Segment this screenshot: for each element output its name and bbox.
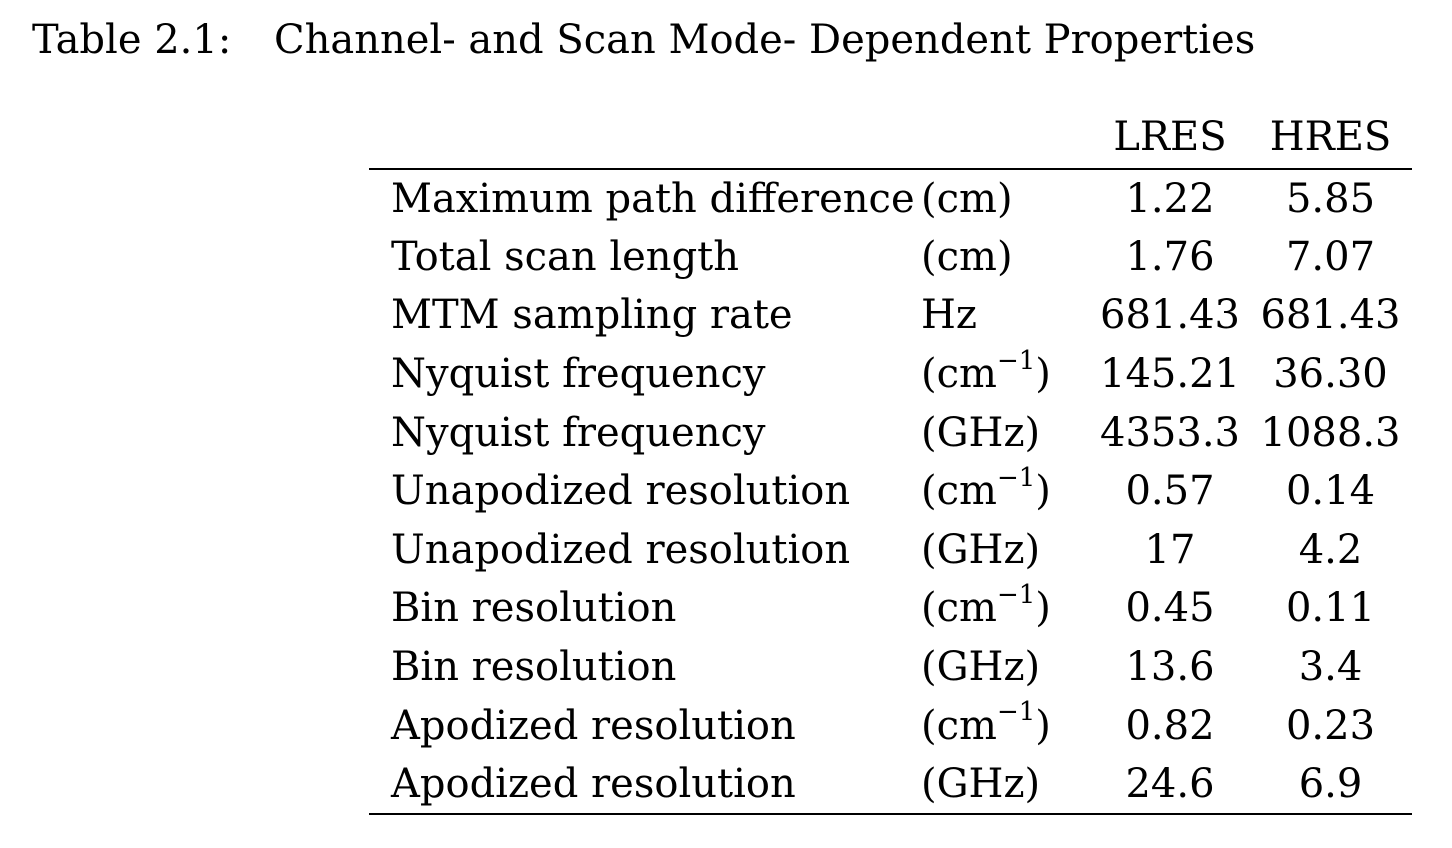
unit-text: Hz — [921, 292, 977, 339]
property-cell: Bin resolution — [391, 585, 677, 632]
property-cell: Nyquist frequency — [391, 351, 766, 398]
property-cell: Maximum path difference — [391, 175, 915, 222]
unit-exponent: −1 — [996, 697, 1036, 728]
lres-cell: 1.76 — [1125, 233, 1215, 280]
lres-cell: 13.6 — [1125, 644, 1215, 691]
unit-cell: (GHz) — [921, 638, 1091, 697]
property-cell: Nyquist frequency — [391, 409, 766, 456]
table-row: Maximum path difference (cm) 1.22 5.85 — [369, 169, 1412, 228]
hres-cell: 7.07 — [1285, 233, 1376, 280]
hres-cell: 681.43 — [1260, 292, 1401, 339]
unit-text: (cm — [921, 585, 997, 632]
unit-exponent: −1 — [996, 462, 1036, 493]
unit-cell: (cm−1) — [921, 696, 1091, 755]
table-row: Unapodized resolution (cm−1) 0.57 0.14 — [369, 462, 1412, 521]
table-row: Unapodized resolution (GHz) 17 4.2 — [369, 521, 1412, 580]
hres-cell: 0.14 — [1285, 468, 1376, 515]
lres-cell: 0.57 — [1125, 468, 1215, 515]
header-property — [369, 106, 921, 169]
table-header: LRES HRES — [369, 106, 1412, 169]
hres-cell: 1088.3 — [1260, 409, 1401, 456]
table-row: MTM sampling rate Hz 681.43 681.43 — [369, 286, 1412, 345]
lres-cell: 24.6 — [1125, 760, 1215, 807]
header-unit — [921, 106, 1091, 169]
property-cell: Apodized resolution — [391, 702, 796, 749]
unit-cell: (GHz) — [921, 403, 1091, 462]
hres-cell: 0.11 — [1285, 585, 1376, 632]
unit-text: (GHz) — [921, 760, 1041, 807]
unit-cell: Hz — [921, 286, 1091, 345]
unit-cell: (cm) — [921, 228, 1091, 287]
unit-text: (cm) — [921, 175, 1013, 222]
header-hres: HRES — [1269, 114, 1392, 160]
unit-cell: (GHz) — [921, 521, 1091, 580]
table-body: Maximum path difference (cm) 1.22 5.85 T… — [369, 169, 1412, 814]
property-cell: MTM sampling rate — [391, 292, 793, 339]
hres-cell: 6.9 — [1298, 760, 1363, 807]
unit-exponent: −1 — [996, 345, 1036, 376]
lres-cell: 681.43 — [1100, 292, 1240, 339]
properties-table: LRES HRES Maximum path difference (cm) 1… — [369, 106, 1412, 815]
lres-cell: 0.45 — [1125, 585, 1215, 632]
lres-cell: 1.22 — [1125, 175, 1215, 222]
lres-cell: 4353.3 — [1100, 409, 1240, 456]
hres-cell: 5.85 — [1285, 175, 1376, 222]
unit-text: (GHz) — [921, 644, 1041, 691]
unit-close: ) — [1035, 585, 1051, 632]
properties-table-container: LRES HRES Maximum path difference (cm) 1… — [369, 106, 1412, 815]
unit-cell: (cm−1) — [921, 462, 1091, 521]
header-lres: LRES — [1113, 114, 1227, 160]
table-row: Bin resolution (cm−1) 0.45 0.11 — [369, 579, 1412, 638]
unit-close: ) — [1035, 351, 1051, 398]
lres-cell: 17 — [1144, 526, 1196, 573]
header-row: LRES HRES — [369, 106, 1412, 169]
hres-cell: 36.30 — [1273, 351, 1388, 398]
unit-text: (cm — [921, 351, 997, 398]
unit-cell: (cm−1) — [921, 579, 1091, 638]
unit-text: (GHz) — [921, 526, 1041, 573]
table-row: Nyquist frequency (GHz) 4353.3 1088.3 — [369, 403, 1412, 462]
property-cell: Unapodized resolution — [391, 526, 851, 573]
unit-text: (cm — [921, 702, 997, 749]
table-number: Table 2.1: — [32, 17, 232, 63]
table-row: Apodized resolution (GHz) 24.6 6.9 — [369, 755, 1412, 814]
hres-cell: 3.4 — [1298, 644, 1363, 691]
table-row: Bin resolution (GHz) 13.6 3.4 — [369, 638, 1412, 697]
table-caption: Table 2.1: Channel- and Scan Mode- Depend… — [32, 14, 1255, 66]
unit-cell: (GHz) — [921, 755, 1091, 814]
hres-cell: 4.2 — [1298, 526, 1363, 573]
lres-cell: 145.21 — [1100, 351, 1240, 398]
lres-cell: 0.82 — [1125, 702, 1215, 749]
unit-text: (cm) — [921, 233, 1013, 280]
unit-exponent: −1 — [996, 580, 1036, 611]
table-row: Apodized resolution (cm−1) 0.82 0.23 — [369, 696, 1412, 755]
property-cell: Bin resolution — [391, 644, 677, 691]
unit-cell: (cm−1) — [921, 345, 1091, 404]
table-row: Total scan length (cm) 1.76 7.07 — [369, 228, 1412, 287]
unit-text: (cm — [921, 468, 997, 515]
table-title: Channel- and Scan Mode- Dependent Proper… — [274, 17, 1256, 63]
hres-cell: 0.23 — [1285, 702, 1376, 749]
table-row: Nyquist frequency (cm−1) 145.21 36.30 — [369, 345, 1412, 404]
unit-cell: (cm) — [921, 169, 1091, 228]
unit-close: ) — [1035, 468, 1051, 515]
property-cell: Total scan length — [391, 233, 740, 280]
property-cell: Apodized resolution — [391, 760, 796, 807]
unit-text: (GHz) — [921, 409, 1041, 456]
property-cell: Unapodized resolution — [391, 468, 851, 515]
unit-close: ) — [1035, 702, 1051, 749]
